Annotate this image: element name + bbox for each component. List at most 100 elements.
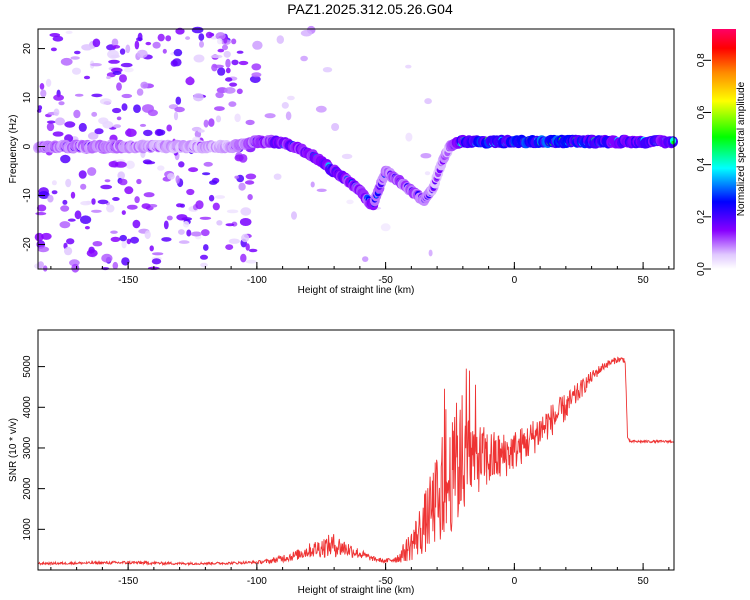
spectrogram-cell [166,215,173,221]
spectrogram-cell [97,199,109,205]
spectrogram-cell [176,214,188,221]
spectrogram-cell [145,41,152,46]
spectrogram-cell [108,161,119,168]
x-tick-label: -100 [247,275,267,286]
spectrogram-cell [239,218,252,226]
spectrogram-cell [84,226,90,230]
spectrogram-cell [165,35,172,42]
spectrogram-cell [125,44,131,54]
spectrogram-cell [116,82,122,91]
spectrogram-cell [125,160,135,169]
spectrogram-cell [152,252,164,256]
spectrogram-x-ticks: -150 -100 -50 0 50 [50,262,670,286]
spectrogram-cell [98,117,109,125]
spectrogram-cell [59,221,71,229]
spectrogram-cell [162,48,167,54]
colorbar-tick-label: 0.0 [696,262,707,276]
spectrogram-cell [234,113,241,123]
spectrogram-cells [33,25,678,273]
spectrogram-cell [193,93,204,102]
spectrogram-cell [112,197,120,201]
spectrogram-cell [310,181,315,188]
spectrogram-cell [136,37,143,41]
x-tick-label: -50 [378,576,393,587]
spectrogram-cell [116,116,122,121]
spectrogram-cell [182,221,190,228]
spectrogram-cell [173,48,183,57]
spectrogram-cell [211,63,218,72]
spectrogram-cell [424,171,431,176]
y-tick-label: 3000 [22,436,33,459]
spectrogram-cell [72,67,81,75]
spectrogram-cell [78,122,87,132]
spectrogram-cell [217,67,226,76]
spectrogram-cell [202,172,211,176]
spectrogram-cell [224,87,236,94]
colorbar-tick-label: 0.2 [696,209,707,223]
spectrogram-cell [45,78,52,87]
spectrogram-cell [112,107,122,114]
spectrogram-cell [424,98,432,105]
spectrogram-cell [238,60,249,66]
spectrogram-cell [126,128,132,137]
spectrogram-cell [83,75,91,80]
spectrogram-cell [173,111,179,121]
spectrogram-cell [51,190,58,195]
spectrogram-cell [322,67,333,73]
spectrogram-cell [136,88,144,96]
spectrogram-cell [80,201,92,206]
spectrogram-cell [51,180,57,186]
spectrogram-cell [380,223,391,232]
spectrogram-cell [175,96,182,105]
spectrogram-cell [203,161,213,167]
spectrogram-cell [405,132,413,142]
spectrogram-cell [52,35,64,42]
spectrogram-cell [178,229,185,235]
spectrogram-cell [149,245,154,252]
spectrogram-cell [91,198,96,205]
spectrogram-y-label: Frequency (Hz) [8,115,19,184]
spectrogram-cell [55,117,65,126]
spectrogram-cell [193,54,205,63]
spectrogram-cell [80,215,92,224]
spectrogram-cell [120,62,133,68]
spectrogram-cell [208,194,215,202]
x-tick-label: 0 [512,275,518,286]
spectrogram-cell [273,173,282,180]
colorbar-tick-label: 0.8 [696,53,707,67]
spectrogram-cell [281,102,289,109]
snr-frame [37,329,675,571]
spectrogram-cell [176,203,183,208]
spectrogram-cell [225,223,235,227]
spectrogram-cell [106,75,111,80]
spectrogram-cell [108,59,120,64]
spectrogram-cell [60,154,71,164]
y-tick-label: 2000 [22,477,33,500]
spectrogram-cell [251,72,262,78]
spectrogram-cell [252,40,263,50]
spectrogram-cell [225,244,234,251]
spectrogram-cell [101,253,113,263]
spectrogram-cell [67,218,76,222]
spectrogram-cell [143,129,153,137]
spectrogram-cell [126,204,138,210]
spectrogram-cell [244,180,255,185]
spectrogram-cell [245,243,250,251]
spectrogram-cell [175,27,185,35]
spectrogram-cell [215,91,224,99]
spectrogram-cell [92,241,103,247]
spectrogram-cell [225,77,233,82]
x-tick-label: -150 [118,275,138,286]
spectrogram-cell [167,173,175,180]
spectrogram-cell [121,257,130,266]
spectrogram-cell [217,48,225,53]
spectrogram-cell [53,108,60,117]
spectrogram-cell [136,49,148,59]
spectrogram-cell [58,101,65,106]
spectrogram-cell [91,111,98,117]
spectrogram-cell [124,186,134,195]
spectrogram-cell [65,178,72,188]
spectrogram-cell [201,229,210,237]
spectrogram-cell [119,74,127,83]
